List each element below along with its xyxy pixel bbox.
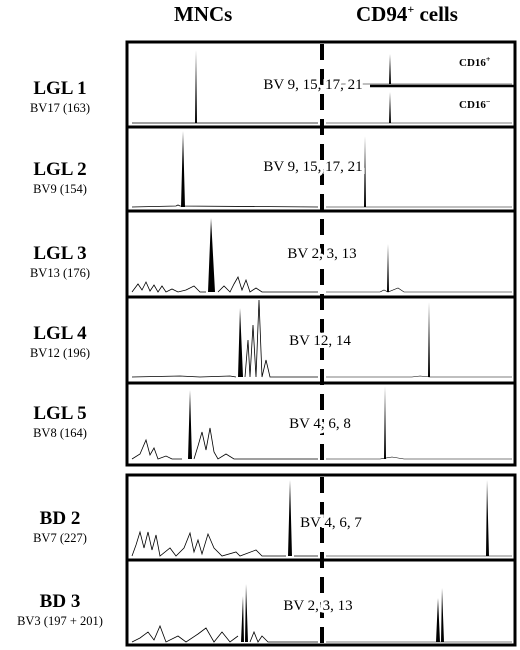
histogram-lgl4-cd94 [326,302,512,378]
row-subtitle: BV9 (154) [33,182,87,196]
histogram-bd2-mnc [131,480,318,557]
histogram-lgl2-cd94 [326,136,512,208]
panel-frame-lgl [125,40,517,467]
row-subtitle: BV8 (164) [33,426,87,440]
histogram-lgl3-mnc [131,218,318,293]
row-name: LGL 1 [33,78,87,99]
bv-label-lgl2: BV 9, 15, 17, 21 [263,159,362,175]
row-subtitle: BV13 (176) [29,266,91,280]
row-subtitle: BV3 (197 + 201) [17,614,103,628]
cd16-positive-label: CD16+ [459,55,491,69]
row-label-lgl4: LGL 4 BV12 (196) [0,323,120,361]
histogram-lgl5-mnc [131,390,318,460]
bv-label-bd3: BV 2, 3, 13 [283,598,352,614]
histogram-lgl4-mnc [131,299,318,378]
histogram-lgl1-mnc [132,50,318,124]
row-name: LGL 5 [33,403,87,424]
bv-label-lgl3: BV 2, 3, 13 [287,246,356,262]
histogram-lgl5-cd94 [326,386,512,460]
bv-label-bd2: BV 4, 6, 7 [300,515,362,531]
row-subtitle: BV7 (227) [33,531,87,545]
bv-label-lgl4: BV 12, 14 [289,333,351,349]
row-label-lgl3: LGL 3 BV13 (176) [0,243,120,281]
row-label-bd3: BD 3 BV3 (197 + 201) [0,591,120,629]
histogram-lgl2-mnc [131,131,319,208]
row-label-bd2: BD 2 BV7 (227) [0,508,120,546]
row-name: LGL 4 [33,323,87,344]
row-label-lgl5: LGL 5 BV8 (164) [0,403,120,441]
row-label-lgl2: LGL 2 BV9 (154) [0,159,120,197]
row-name: BD 2 [39,508,81,529]
histogram-lgl1-cd94 [326,54,512,124]
mncs-column-header: MNCs [174,2,233,26]
cd16-negative-label: CD16− [459,97,491,111]
histogram-bd3-mnc [131,584,318,643]
row-subtitle: BV17 (163) [29,101,91,115]
histogram-lgl3-cd94 [326,244,512,293]
row-subtitle: BV12 (196) [29,346,91,360]
row-name: LGL 3 [33,243,87,264]
histogram-bd2-cd94 [326,480,512,557]
bv-label-lgl1: BV 9, 15, 17, 21 [263,77,362,93]
bv-label-lgl5: BV 4, 6, 8 [289,416,351,432]
histogram-bd3-cd94 [326,588,512,643]
row-name: LGL 2 [33,159,87,180]
cd94-column-header: CD94+ cells [356,2,458,26]
row-label-lgl1: LGL 1 BV17 (163) [0,78,120,116]
row-name: BD 3 [39,591,81,612]
